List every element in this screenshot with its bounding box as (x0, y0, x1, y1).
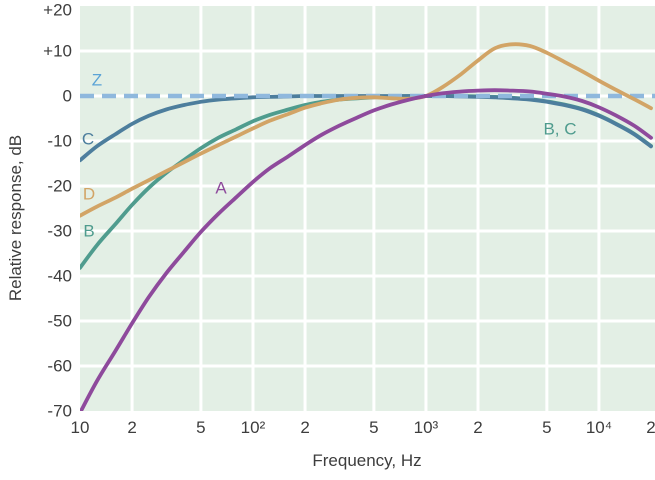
curve-D (80, 42, 653, 218)
x-tick-label: 5 (369, 418, 379, 437)
y-tick-label: -60 (47, 356, 72, 376)
y-tick-label: -10 (47, 131, 72, 151)
plot-panel (80, 6, 655, 411)
y-tick-label: -40 (47, 266, 72, 286)
curve-label-C: C (81, 129, 95, 149)
curve-A (80, 88, 653, 411)
curve-label-D: D (82, 184, 96, 204)
x-tick-label: 10³ (413, 418, 439, 437)
x-tick-label: 2 (646, 418, 655, 437)
y-tick-label: -50 (47, 311, 72, 331)
curve-label-B-C: B, C (543, 119, 577, 139)
x-tick-label: 2 (473, 418, 483, 437)
y-tick-label: +10 (43, 41, 72, 61)
curve-label-A: A (215, 178, 227, 198)
y-tick-label: -70 (47, 401, 72, 421)
x-tick-label: 5 (542, 418, 552, 437)
y-tick-label: -20 (47, 176, 72, 196)
x-axis-title: Frequency, Hz (312, 451, 422, 470)
x-tick-label: 10 (70, 418, 90, 437)
curve-label-B: B (83, 221, 95, 241)
x-tick-label: 5 (196, 418, 206, 437)
curve-label-Z: Z (91, 70, 103, 90)
x-tick-label: 10⁴ (585, 418, 613, 437)
x-tick-label: 2 (300, 418, 310, 437)
y-tick-label: +20 (43, 0, 72, 20)
y-tick-label: -30 (47, 221, 72, 241)
y-tick-label: 0 (62, 86, 72, 106)
x-tick-label: 10² (240, 418, 266, 437)
x-tick-label: 2 (127, 418, 137, 437)
